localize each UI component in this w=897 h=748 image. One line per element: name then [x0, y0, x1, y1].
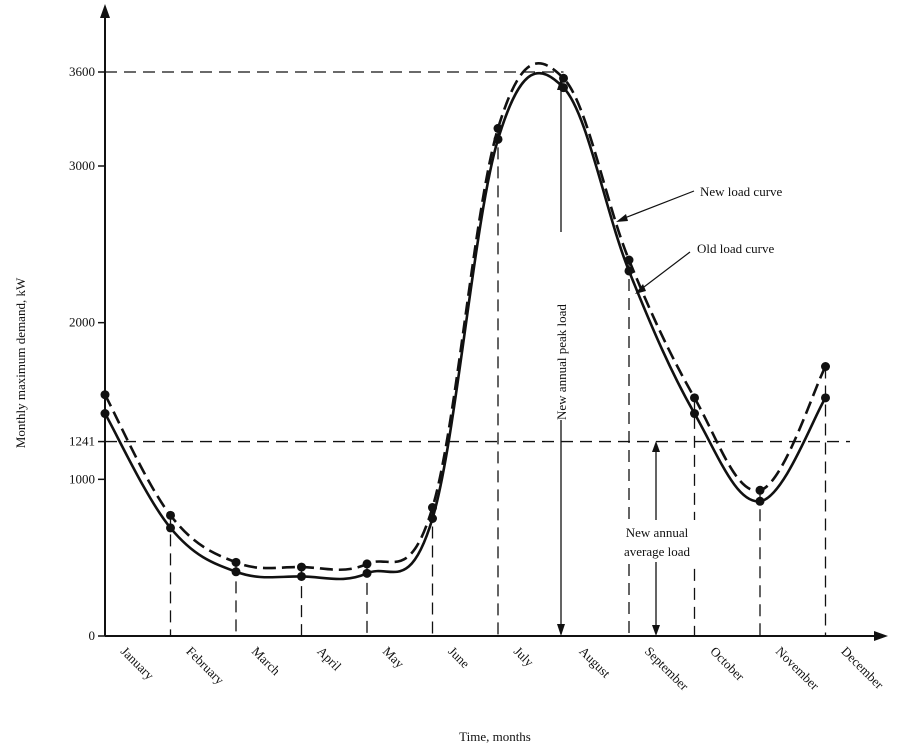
peak-load-arrow-head-top: [557, 78, 565, 90]
average-load-label-line2: average load: [624, 544, 691, 559]
y-tick-label: 2000: [69, 315, 95, 330]
new-load-point: [166, 510, 175, 520]
y-ticks: 0 1000 1241 2000 3000 3600: [69, 64, 105, 643]
old-load-pointer: [639, 251, 691, 291]
month-label: April: [314, 644, 344, 674]
new-load-pointer: [621, 190, 695, 220]
y-tick-label: 3600: [69, 64, 95, 79]
new-load-point: [493, 123, 503, 133]
new-load-point: [821, 362, 830, 372]
old-load-point: [100, 409, 110, 419]
old-load-point: [755, 496, 765, 506]
y-axis-title: Monthly maximum demand, kW: [13, 277, 28, 448]
old-load-curve: [103, 72, 827, 581]
month-label: July: [511, 644, 537, 670]
new-load-point: [755, 485, 765, 495]
y-tick-label: 0: [89, 628, 96, 643]
y-tick-label: 3000: [69, 158, 95, 173]
old-load-point: [624, 266, 634, 276]
new-load-point: [624, 255, 634, 265]
average-load-arrow-head-top: [652, 441, 660, 452]
month-label: December: [838, 644, 887, 693]
new-load-label: New load curve: [700, 184, 783, 199]
axes: [100, 4, 888, 641]
old-load-point: [690, 409, 699, 419]
x-axis-arrow: [874, 631, 888, 641]
data-points: [100, 73, 830, 581]
month-label: September: [642, 644, 692, 694]
month-label: November: [773, 644, 823, 694]
month-label: June: [445, 644, 473, 672]
new-load-point: [297, 562, 306, 572]
old-load-label: Old load curve: [697, 241, 774, 256]
reference-lines: [105, 71, 850, 443]
old-load-point: [362, 568, 372, 578]
new-load-pointer-head: [616, 214, 628, 222]
new-load-curve: [103, 62, 827, 572]
month-drop-lines: [169, 128, 827, 636]
average-load-label-line1: New annual: [626, 525, 689, 540]
month-labels: January February March April May June July Augu…: [118, 644, 887, 694]
old-load-point: [231, 567, 241, 577]
old-load-point: [166, 523, 175, 533]
old-load-point: [821, 393, 830, 403]
y-axis-arrow: [100, 4, 110, 18]
old-load-point: [493, 134, 503, 144]
peak-load-label: New annual peak load: [554, 304, 569, 420]
load-curves: [103, 62, 827, 581]
y-tick-label: 1000: [69, 471, 95, 486]
month-label: October: [707, 644, 748, 685]
month-label: May: [380, 644, 408, 672]
annotations: New annual peak load New annual average …: [551, 78, 783, 636]
month-label: February: [183, 644, 227, 688]
new-load-point: [362, 559, 372, 569]
y-tick-label: 1241: [69, 434, 95, 449]
new-load-point: [428, 503, 437, 513]
old-load-point: [428, 514, 437, 523]
month-label: January: [118, 644, 158, 684]
x-axis-title: Time, months: [459, 729, 531, 744]
month-label: March: [249, 644, 284, 679]
peak-load-arrow-head-bottom: [557, 624, 565, 636]
new-load-point: [100, 390, 110, 400]
new-load-point: [231, 557, 241, 567]
old-load-pointer-head: [635, 284, 646, 294]
month-label: August: [576, 644, 613, 681]
new-load-point: [690, 393, 699, 403]
old-load-point: [297, 571, 306, 581]
average-load-arrow-head-bottom: [652, 625, 660, 636]
